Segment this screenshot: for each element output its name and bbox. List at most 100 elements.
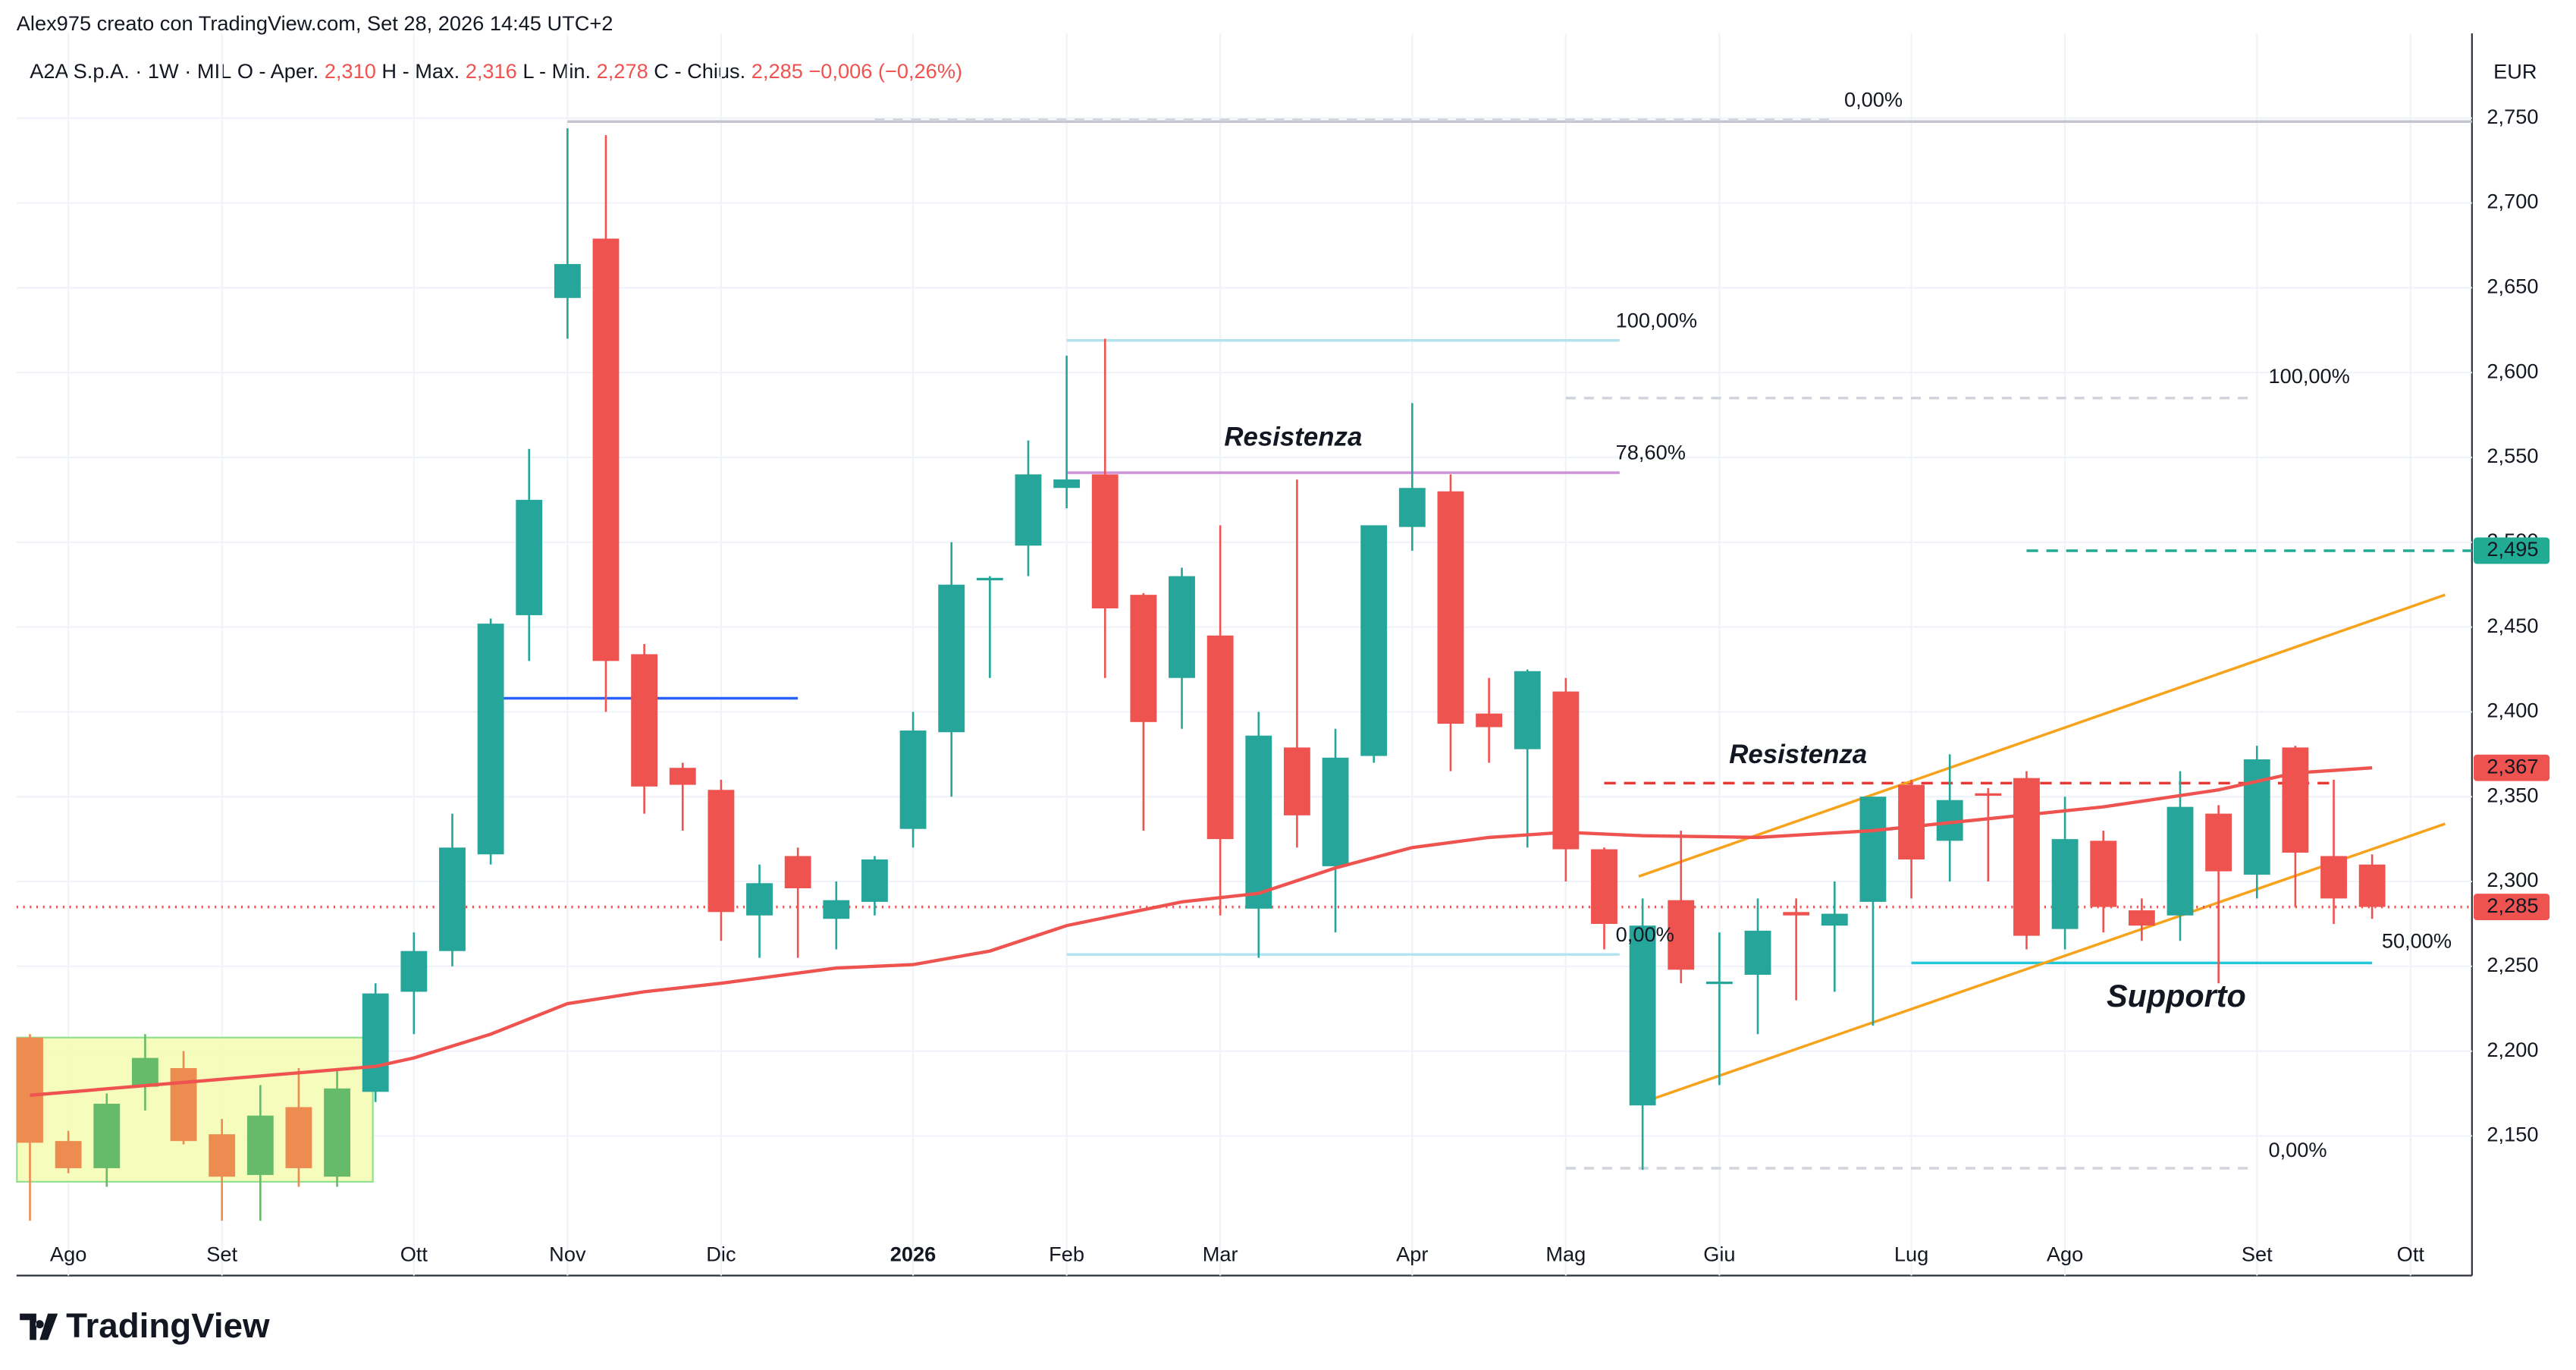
candle-body <box>1015 474 1042 546</box>
candle-body <box>1398 488 1426 527</box>
x-tick-label: Nov <box>549 1243 586 1266</box>
candle-body <box>246 1115 274 1175</box>
candle-body <box>2167 806 2194 916</box>
annotation: Resistenza <box>1729 740 1867 769</box>
candle-body <box>1898 784 1925 859</box>
candle-body <box>1859 797 1887 902</box>
y-tick-label: 2,150 <box>2487 1123 2538 1146</box>
x-tick-label: Dic <box>706 1243 736 1266</box>
candle-body <box>170 1068 197 1142</box>
field-label: C - Chius. <box>654 59 745 83</box>
candle-body <box>1437 491 1464 724</box>
candle-body <box>1322 757 1349 866</box>
candle-body <box>285 1107 312 1168</box>
candle-body <box>592 238 620 661</box>
currency: EUR <box>2493 59 2537 83</box>
price-label: 2,495 <box>2487 537 2538 561</box>
candle-body <box>55 1141 82 1168</box>
x-tick-label: Ago <box>50 1243 86 1266</box>
price-label-box <box>2473 537 2550 564</box>
x-tick-label: Feb <box>1049 1243 1084 1266</box>
x-tick-label: Giu <box>1703 1243 1735 1266</box>
candle-body <box>938 584 965 733</box>
candle-body <box>669 768 696 785</box>
candle-body <box>899 731 927 829</box>
candle-body <box>362 993 389 1092</box>
candle-body <box>1514 671 1541 749</box>
legend: A2A S.p.A. · 1W · MIL O - Aper. 2,310 H … <box>30 59 962 83</box>
price-label: 2,285 <box>2487 894 2538 917</box>
annotation: 0,00% <box>2268 1138 2327 1161</box>
field-label: L - Min. <box>522 59 591 83</box>
candle-body <box>1206 635 1234 840</box>
candle-body <box>1975 793 2002 797</box>
candle-body <box>1668 900 1695 970</box>
candle-body <box>2051 839 2079 929</box>
change: −0,006 (−0,26%) <box>808 59 962 83</box>
drawing-line <box>1638 593 2446 878</box>
candle-body <box>861 859 888 902</box>
field-value: 2,285 <box>751 59 803 83</box>
y-tick-label: 2,550 <box>2487 444 2538 467</box>
logo: TradingView <box>20 1306 270 1345</box>
field-value: 2,310 <box>325 59 376 83</box>
annotation: 78,60% <box>1616 441 1686 464</box>
field-value: 2,316 <box>466 59 517 83</box>
candle-body <box>2320 856 2347 899</box>
candle-body <box>400 951 428 992</box>
candle-body <box>209 1134 236 1177</box>
x-tick-label: 2026 <box>890 1243 937 1266</box>
y-tick-label: 2,250 <box>2487 953 2538 976</box>
y-tick-label: 2,300 <box>2487 868 2538 891</box>
drawing-line <box>1638 822 2446 1105</box>
x-tick-label: Ott <box>400 1243 428 1266</box>
x-tick-label: Apr <box>1396 1243 1428 1266</box>
candle-body <box>439 847 466 951</box>
candle-body <box>784 856 811 888</box>
candle-body <box>1629 925 1656 1106</box>
x-tick-label: Set <box>206 1243 237 1266</box>
y-tick-label: 2,750 <box>2487 105 2538 128</box>
y-tick-label: 2,400 <box>2487 699 2538 722</box>
price-label-box <box>2473 754 2550 781</box>
y-tick-label: 2,200 <box>2487 1038 2538 1061</box>
x-tick-label: Ott <box>2397 1243 2425 1266</box>
candle-body <box>17 1037 43 1143</box>
candle-body <box>1591 849 1617 924</box>
candle-body <box>1283 747 1310 815</box>
annotation: 0,00% <box>1844 88 1903 112</box>
y-tick-label: 2,350 <box>2487 783 2538 806</box>
candle-body <box>2358 864 2386 907</box>
candle-body <box>324 1088 350 1177</box>
annotation: 100,00% <box>1616 308 1697 332</box>
moving-average <box>30 766 2373 1097</box>
annotation: 0,00% <box>1616 922 1674 946</box>
annotation: Supporto <box>2107 979 2246 1013</box>
candle-body <box>554 264 581 298</box>
candle-body <box>2013 778 2040 936</box>
logo-icon <box>20 1313 58 1340</box>
candle-body <box>93 1103 121 1168</box>
candle-body <box>1476 713 1503 727</box>
candle-body <box>1130 595 1157 722</box>
candle-body <box>1821 913 1848 926</box>
candle-body <box>1245 735 1272 909</box>
x-tick-label: Mar <box>1203 1243 1238 1266</box>
candle-body <box>746 883 773 916</box>
candle-body <box>631 654 658 787</box>
candle-body <box>1360 525 1388 756</box>
candle-body <box>1744 930 1771 976</box>
field-label: O - Aper. <box>237 59 318 83</box>
candle-body <box>477 624 504 855</box>
x-tick-label: Mag <box>1545 1243 1586 1266</box>
y-tick-label: 2,700 <box>2487 190 2538 213</box>
candle-body <box>2205 813 2232 872</box>
x-tick-label: Lug <box>1894 1243 1928 1266</box>
credit: Alex975 creato con TradingView.com, Set … <box>17 11 613 35</box>
candle-body <box>1783 912 1810 916</box>
candle-body <box>1053 479 1081 489</box>
candle-body <box>1705 981 1733 985</box>
